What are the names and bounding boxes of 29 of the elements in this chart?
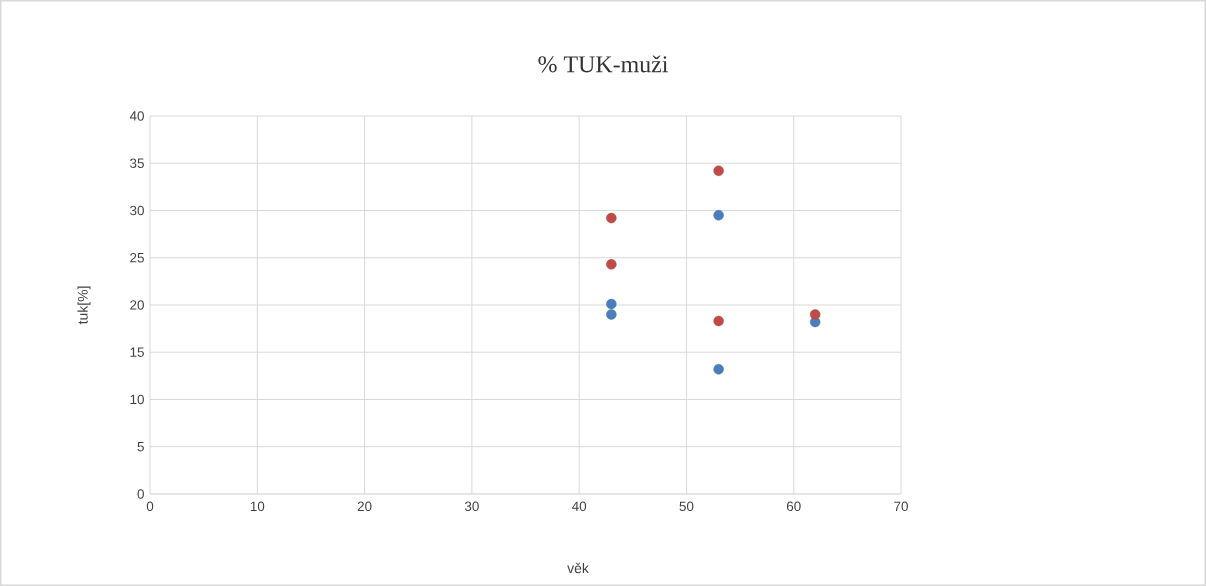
y-tick-label: 0 <box>137 489 144 499</box>
y-tick-label: 10 <box>130 394 144 405</box>
x-tick-label: 30 <box>464 501 479 512</box>
chart-title: % TUK-muži <box>538 55 668 73</box>
y-axis-title: tuk[%] <box>77 286 91 325</box>
y-tick-label: 30 <box>130 205 144 216</box>
x-tick-label: 60 <box>786 501 801 512</box>
point <box>606 298 617 310</box>
point <box>606 212 617 224</box>
x-tick-label: 50 <box>679 501 694 512</box>
y-tick-label: 15 <box>130 347 144 357</box>
x-tick-label: 20 <box>357 501 372 512</box>
y-tick-label: 40 <box>129 111 144 121</box>
y-tick-label: 20 <box>130 300 144 310</box>
y-tick-label: 25 <box>130 252 144 263</box>
point <box>606 259 617 270</box>
point <box>713 364 724 375</box>
point <box>713 315 724 327</box>
y-tick-label: 5 <box>137 442 144 452</box>
x-tick-label: 40 <box>571 501 587 512</box>
point <box>606 309 617 320</box>
point <box>713 165 724 176</box>
point <box>713 210 724 221</box>
x-axis-title: věk <box>567 562 589 574</box>
y-tick-label: 35 <box>130 158 144 168</box>
point <box>809 309 821 320</box>
x-tick-label: 0 <box>146 501 154 512</box>
x-tick-label: 70 <box>894 501 908 512</box>
x-tick-label: 10 <box>250 501 265 512</box>
